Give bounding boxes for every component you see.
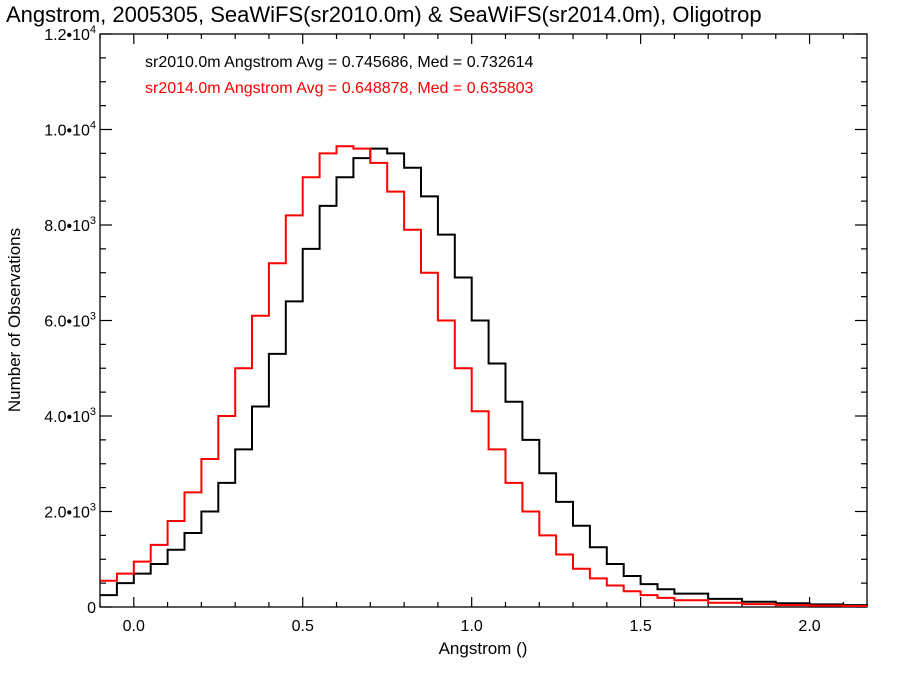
x-tick-label: 1.5 — [629, 618, 651, 635]
series-line-sr2010.0m — [100, 147, 868, 607]
y-tick-label: 8.0•103 — [44, 215, 96, 235]
y-tick-label: 0 — [87, 600, 96, 617]
x-tick-label: 0.5 — [292, 618, 314, 635]
x-tick-label: 1.0 — [461, 618, 483, 635]
legend-entry-sr2014.0m: sr2014.0m Angstrom Avg = 0.648878, Med =… — [145, 80, 534, 97]
x-tick-label: 0.0 — [123, 618, 145, 635]
series-line-sr2014.0m — [100, 145, 868, 607]
series-layer — [100, 145, 868, 607]
y-tick-label: 4.0•103 — [44, 406, 96, 426]
y-tick-label: 1.2•104 — [44, 24, 96, 44]
chart-title: Angstrom, 2005305, SeaWiFS(sr2010.0m) & … — [6, 2, 762, 27]
y-axis-title: Number of Observations — [5, 228, 24, 412]
x-tick-label: 2.0 — [798, 618, 820, 635]
x-axis-title: Angstrom () — [439, 639, 528, 658]
y-tick-label: 6.0•103 — [44, 311, 96, 331]
y-tick-label: 1.0•104 — [44, 120, 96, 140]
legend-entry-sr2010.0m: sr2010.0m Angstrom Avg = 0.745686, Med =… — [145, 54, 534, 71]
legend: sr2010.0m Angstrom Avg = 0.745686, Med =… — [145, 54, 534, 97]
y-tick-label: 2.0•103 — [44, 502, 96, 522]
plot-axes: 0.0 0.5 1.0 1.5 2.0 0 2.0•103 4.0•103 6.0•103 8.0… — [44, 24, 868, 635]
